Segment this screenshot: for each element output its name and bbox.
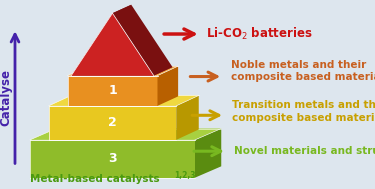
Polygon shape xyxy=(71,13,154,76)
Text: Metal-based catalysts: Metal-based catalysts xyxy=(30,174,160,184)
Text: 3: 3 xyxy=(108,152,117,165)
Polygon shape xyxy=(112,5,172,76)
Polygon shape xyxy=(30,140,195,178)
Polygon shape xyxy=(49,106,176,140)
Text: Transition metals and their
composite based materials: Transition metals and their composite ba… xyxy=(232,100,375,123)
Polygon shape xyxy=(71,5,131,76)
Polygon shape xyxy=(49,95,199,106)
Polygon shape xyxy=(71,67,172,76)
Polygon shape xyxy=(195,129,221,178)
Text: 1: 1 xyxy=(108,84,117,97)
Polygon shape xyxy=(68,76,158,106)
Text: Li-CO$_2$ batteries: Li-CO$_2$ batteries xyxy=(206,26,313,42)
Text: Noble metals and their
composite based materials: Noble metals and their composite based m… xyxy=(231,60,375,82)
Text: Catalyse: Catalyse xyxy=(0,69,12,126)
Text: 1,2,3: 1,2,3 xyxy=(174,171,196,180)
Polygon shape xyxy=(30,129,221,140)
Polygon shape xyxy=(158,66,178,106)
Polygon shape xyxy=(176,95,199,140)
Text: Novel materials and structures: Novel materials and structures xyxy=(234,146,375,156)
Polygon shape xyxy=(68,66,178,76)
Text: 2: 2 xyxy=(108,116,117,129)
